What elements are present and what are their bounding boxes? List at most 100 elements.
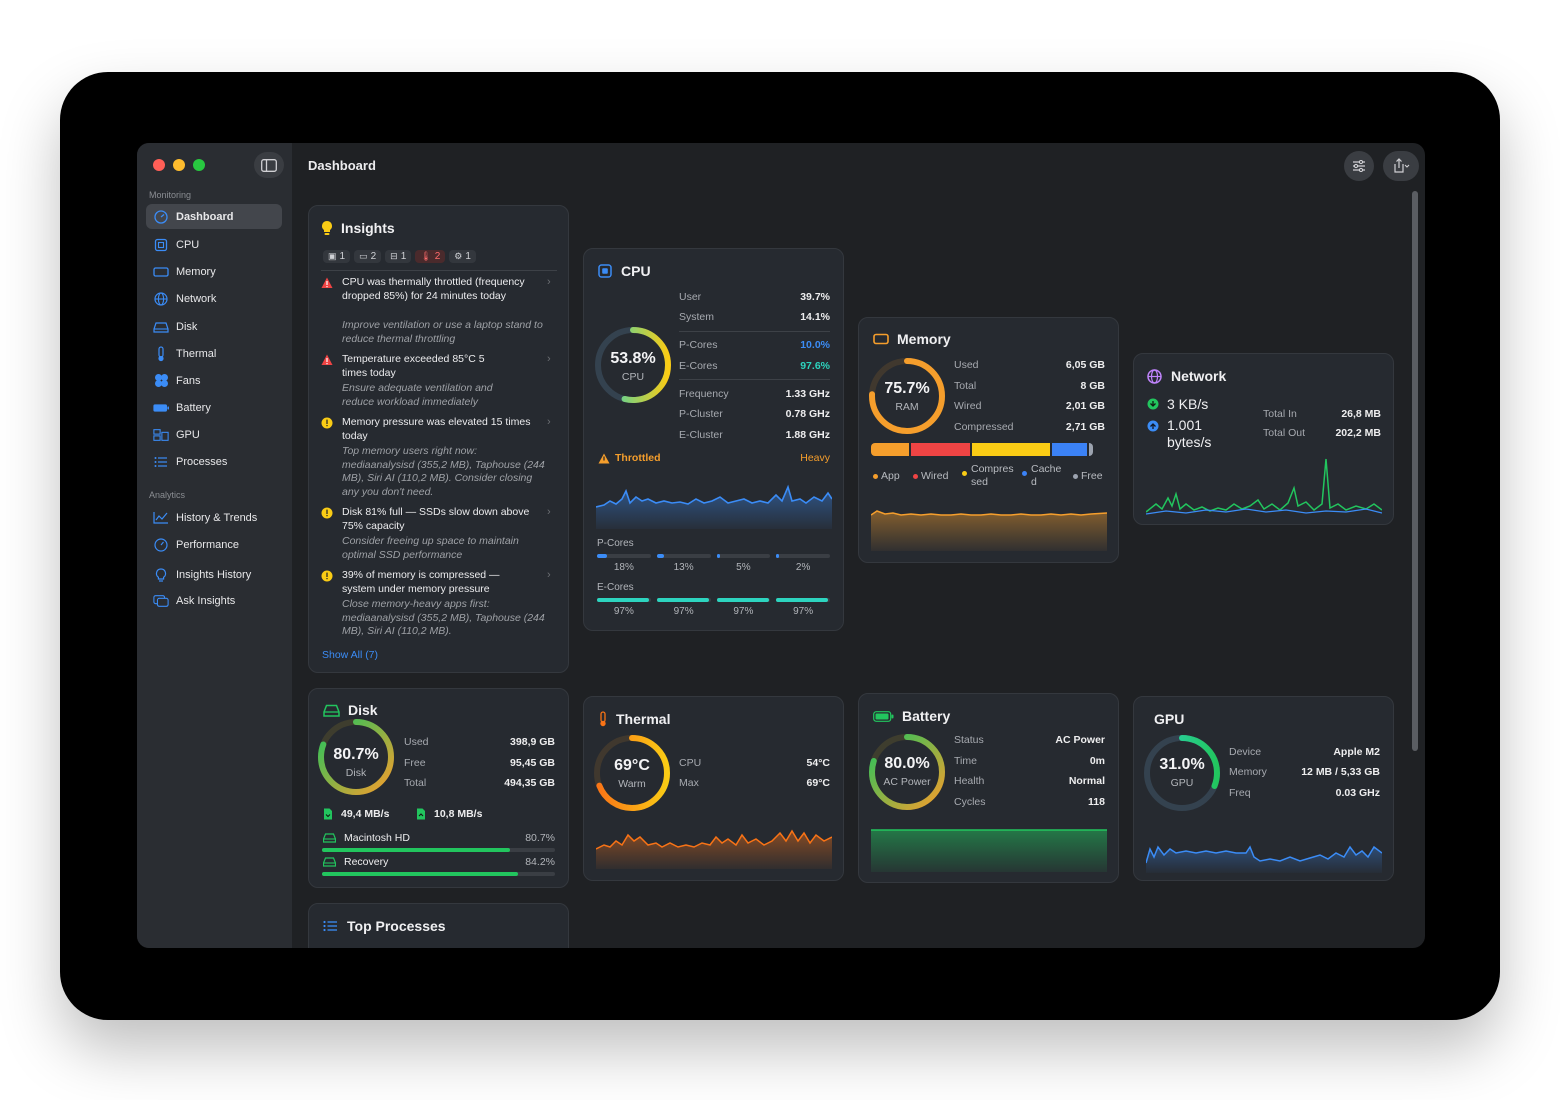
battery-status-value: AC Power: [1055, 734, 1105, 746]
cpu-system-label: System: [679, 311, 715, 323]
network-history-chart: [1146, 458, 1382, 515]
network-download-rate: 3 KB/s: [1147, 396, 1208, 412]
memory-app-segment: [871, 443, 909, 456]
core-bar-fill: [716, 554, 720, 558]
cpu-frequency-value: 1.33 GHz: [785, 388, 830, 400]
speedometer-icon: [153, 537, 169, 553]
memory-icon: [153, 264, 169, 280]
network-card: Network 3 KB/s 1.001 bytes/s Total In 26…: [1133, 353, 1394, 525]
cpu-header: CPU: [598, 263, 651, 279]
drive-icon: [323, 833, 336, 843]
warning-circle-icon: [321, 507, 333, 519]
insight-recommendation: Consider freeing up space to maintain op…: [342, 535, 519, 561]
memory-card: Memory 75.7% RAM Used 6,05 GB Total 8 GB…: [858, 317, 1119, 563]
memory-icon: [873, 333, 889, 345]
show-all-link[interactable]: Show All (7): [322, 649, 379, 661]
cpu-icon: ▣: [328, 251, 337, 261]
disk-total-label: Total: [404, 777, 427, 789]
core-percent-label: 18%: [613, 562, 634, 573]
battery-title: Battery: [902, 708, 951, 724]
filter-disk[interactable]: ⊟ 1: [385, 250, 412, 263]
network-total-out-label: Total Out: [1263, 427, 1306, 439]
share-menu-button[interactable]: [1383, 151, 1419, 181]
filter-other[interactable]: ⚙ 1: [449, 250, 476, 263]
legend-compressed: Compressed: [962, 463, 1014, 489]
core-bar: [776, 554, 830, 558]
disk-ring-arc: [318, 719, 394, 795]
sidebar-item-label: Network: [176, 292, 217, 305]
thermal-max-value: 69°C: [806, 777, 830, 789]
battery-time-value: 0m: [1089, 755, 1105, 767]
gear-icon: ⚙: [454, 251, 463, 261]
gpu-device-label: Device: [1229, 746, 1262, 758]
core-bar: [776, 598, 830, 602]
zoom-window-button[interactable]: [193, 159, 205, 171]
cpu-pcores-label: P-Cores: [679, 339, 718, 351]
disk-ring-value: 80.7%: [333, 746, 379, 763]
page-title: Dashboard: [308, 158, 376, 173]
sidebar-item-ask-insights[interactable]: Ask Insights: [146, 588, 282, 613]
battery-time-label: Time: [954, 755, 977, 767]
sidebar-toggle-button[interactable]: [254, 152, 284, 178]
sidebar-item-insights-history[interactable]: Insights History: [146, 562, 282, 587]
memory-header: Memory: [873, 331, 951, 347]
network-total-in-label: Total In: [1263, 408, 1297, 420]
minimize-window-button[interactable]: [173, 159, 185, 171]
memory-ring-value: 75.7%: [884, 380, 930, 397]
battery-ring: [869, 734, 945, 810]
divider: [321, 270, 557, 271]
filter-memory[interactable]: ▭ 2: [354, 250, 382, 263]
sidebar-item-performance[interactable]: Performance: [146, 532, 282, 557]
core-bar: [656, 554, 711, 558]
sidebar-item-dashboard[interactable]: Dashboard: [146, 204, 282, 229]
cpu-icon: [598, 264, 612, 278]
filter-thermal[interactable]: 🌡 2: [415, 250, 446, 263]
sidebar-item-memory[interactable]: Memory: [146, 259, 282, 284]
insight-title: 39% of memory is compressed — system und…: [342, 569, 500, 595]
core-percent-label: 5%: [736, 562, 751, 573]
gpu-card: GPU 31.0% GPU Device Apple M2 Memory 12 …: [1133, 696, 1394, 881]
gpu-ring-arc: [1144, 735, 1220, 811]
filter-settings-button[interactable]: [1344, 151, 1374, 181]
battery-status-label: Status: [954, 734, 984, 746]
insights-title: Insights: [341, 220, 395, 236]
sidebar-item-thermal[interactable]: Thermal: [146, 341, 282, 366]
insight-recommendation: Close memory-heavy apps first: mediaanal…: [342, 598, 545, 637]
lightbulb-icon: [153, 567, 169, 583]
sidebar-item-history-trends[interactable]: History & Trends: [146, 505, 282, 530]
lightbulb-icon: [322, 221, 332, 235]
sidebar-item-processes[interactable]: Processes: [146, 449, 282, 474]
thermal-ring: [594, 735, 670, 811]
memory-total-value: 8 GB: [1080, 380, 1105, 392]
drive-icon: [323, 857, 336, 867]
gpu-icon: [153, 427, 169, 443]
memory-used-value: 6,05 GB: [1065, 359, 1105, 371]
insight-title: Memory pressure was elevated 15 times to…: [342, 416, 531, 442]
fan-icon: [153, 373, 169, 389]
core-bar: [656, 598, 711, 602]
chevron-right-icon: ›: [547, 416, 551, 428]
cpu-ring-label: CPU: [621, 371, 645, 383]
sidebar-item-label: Dashboard: [176, 210, 234, 223]
legend-cached: Cached: [1022, 463, 1064, 489]
memory-cached-segment: [1052, 443, 1087, 456]
network-total-in-value: 26,8 MB: [1341, 408, 1381, 420]
sidebar-item-label: Insights History: [176, 568, 252, 581]
sidebar-item-fans[interactable]: Fans: [146, 368, 282, 393]
core-percent-label: 2%: [795, 562, 811, 573]
thermometer-icon: 🌡: [420, 251, 432, 261]
core-bar-fill: [776, 598, 829, 602]
vertical-scrollbar[interactable]: [1412, 191, 1418, 751]
battery-cycles-value: 118: [1088, 796, 1105, 808]
sidebar-item-network[interactable]: Network: [146, 286, 282, 311]
memory-wired-segment: [911, 443, 970, 456]
sidebar-item-gpu[interactable]: GPU: [146, 422, 282, 447]
sliders-icon: [1353, 160, 1365, 172]
close-window-button[interactable]: [153, 159, 165, 171]
filter-cpu[interactable]: ▣ 1: [323, 250, 351, 263]
sidebar-item-disk[interactable]: Disk: [146, 314, 282, 339]
sidebar-item-battery[interactable]: Battery: [146, 395, 282, 420]
document-arrow-up-icon: [417, 808, 425, 820]
sidebar-item-cpu[interactable]: CPU: [146, 232, 282, 257]
top-processes-title: Top Processes: [347, 918, 446, 934]
